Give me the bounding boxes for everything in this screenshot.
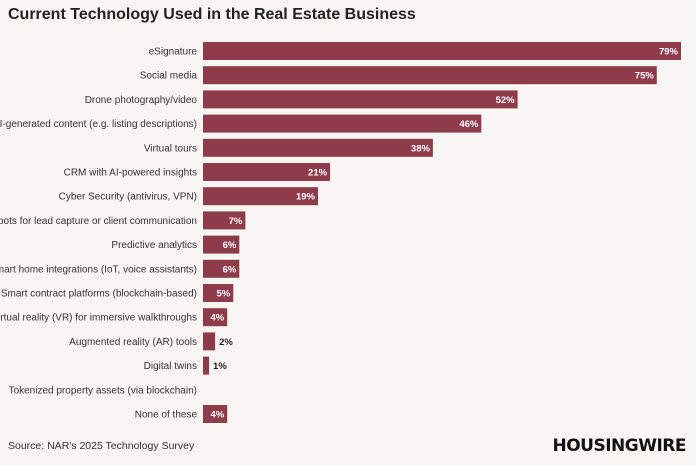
category-label: Social media — [140, 71, 198, 82]
bar-chart: eSignature 79% Social media 75% Drone photog… — [0, 42, 681, 423]
housingwire-logo: HOUSINGWIRE — [552, 436, 686, 456]
bar — [203, 211, 246, 230]
bar — [203, 308, 228, 327]
category-label: Tokenized property assets (via blockchai… — [9, 385, 197, 396]
bar — [203, 163, 331, 181]
category-label: eSignature — [149, 47, 198, 58]
value-label: 52% — [496, 95, 516, 106]
bar — [203, 235, 240, 254]
category-label: None of these — [135, 410, 198, 421]
value-label: 5% — [217, 289, 231, 300]
bar — [203, 332, 216, 351]
category-label: Virtual tours — [144, 143, 197, 154]
bar — [203, 259, 240, 278]
value-label: 4% — [210, 410, 224, 421]
value-label: 19% — [296, 192, 316, 203]
value-label: 6% — [223, 240, 237, 251]
bar — [203, 90, 518, 109]
bar — [203, 356, 210, 375]
category-label: Predictive analytics — [111, 240, 197, 251]
value-label: 75% — [635, 71, 655, 82]
bar — [203, 114, 482, 133]
value-label: 7% — [229, 216, 243, 227]
bar — [203, 42, 681, 60]
value-label: 38% — [411, 143, 431, 154]
value-label: 79% — [659, 47, 679, 58]
bar — [203, 187, 318, 206]
category-label: Smart home integrations (IoT, voice assi… — [0, 264, 197, 275]
category-label: Virtual reality (VR) for immersive walkt… — [0, 313, 197, 324]
value-label: 1% — [213, 361, 227, 372]
category-label: Augmented reality (AR) tools — [69, 337, 197, 348]
category-label: Chatbots for lead capture or client comm… — [0, 216, 197, 227]
category-label: Smart contract platforms (blockchain-bas… — [1, 289, 197, 300]
chart-title: Current Technology Used in the Real Esta… — [8, 6, 416, 23]
bar — [203, 138, 433, 157]
category-label: CRM with AI-powered insights — [64, 168, 197, 179]
category-label: Digital twins — [144, 361, 197, 372]
value-label: 6% — [223, 264, 237, 275]
value-label: 2% — [219, 337, 233, 348]
source-note: Source: NAR's 2025 Technology Survey — [8, 440, 195, 452]
value-label: 46% — [459, 119, 479, 130]
value-label: 4% — [210, 313, 224, 324]
category-label: Drone photography/video — [85, 95, 198, 106]
category-label: AI-generated content (e.g. listing descr… — [0, 119, 197, 130]
bar — [203, 284, 234, 302]
bar — [203, 405, 228, 423]
bar — [203, 66, 657, 85]
value-label: 21% — [308, 168, 328, 179]
category-label: Cyber Security (antivirus, VPN) — [59, 192, 197, 203]
